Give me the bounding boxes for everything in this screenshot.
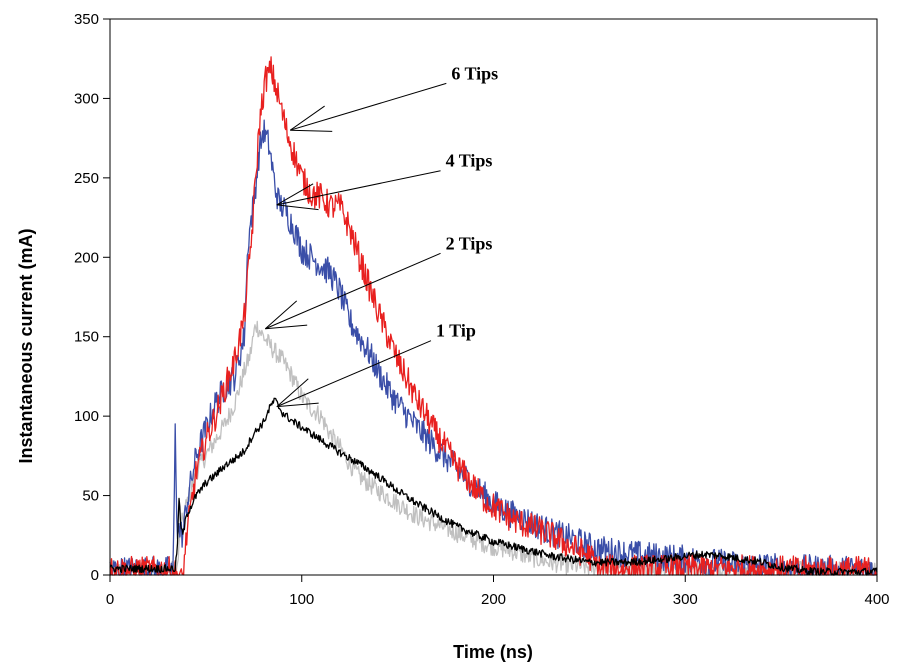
y-tick-label: 300 bbox=[74, 90, 99, 107]
plot-frame bbox=[109, 18, 878, 576]
y-tick-label: 100 bbox=[74, 408, 99, 425]
y-tick-label: 50 bbox=[82, 488, 99, 505]
y-tick-label: 150 bbox=[74, 329, 99, 346]
arrow-1-tip bbox=[276, 340, 432, 408]
y-tick-label: 350 bbox=[74, 11, 99, 28]
y-axis-title: Instantaneous current (mA) bbox=[16, 228, 36, 463]
x-tick-label: 200 bbox=[481, 591, 506, 608]
arrowhead-2-tips bbox=[264, 300, 298, 330]
arrowhead-6-tips bbox=[289, 105, 325, 131]
x-tick-label: 400 bbox=[864, 591, 889, 608]
arrow-6-tips bbox=[290, 82, 447, 131]
arrow-2-tips bbox=[265, 252, 441, 330]
series-line-6-tips bbox=[110, 56, 877, 576]
arrow-4-tips bbox=[276, 170, 441, 206]
axes: 0 50 100 150 200 250 300 350 0 100 200 300 400 bbox=[74, 11, 890, 608]
x-tick-label: 0 bbox=[106, 591, 114, 608]
y-tick-label: 200 bbox=[74, 249, 99, 266]
x-axis-title: Time (ns) bbox=[453, 642, 533, 662]
x-tick-label: 300 bbox=[673, 591, 698, 608]
annotation-label-1-tip: 1 Tip bbox=[436, 321, 476, 341]
annotations: 6 Tips 4 Tips 2 Tips 1 Tip bbox=[264, 63, 498, 408]
y-tick-label: 250 bbox=[74, 170, 99, 187]
annotation-label-2-tips: 2 Tips bbox=[446, 233, 493, 253]
annotation-label-6-tips: 6 Tips bbox=[451, 63, 498, 83]
x-tick-label: 100 bbox=[289, 591, 314, 608]
series-line-1-tip bbox=[109, 397, 878, 576]
y-tick-label: 0 bbox=[91, 567, 99, 584]
arrowhead-1-tip bbox=[276, 402, 319, 408]
plot-lines bbox=[109, 56, 878, 576]
arrowhead-2-tips bbox=[265, 324, 308, 330]
arrowhead-6-tips bbox=[290, 129, 333, 132]
series-line-2-tips bbox=[109, 320, 878, 576]
arrowhead-4-tips bbox=[276, 183, 314, 206]
arrowhead-1-tip bbox=[276, 378, 309, 407]
arrowhead-4-tips bbox=[276, 204, 319, 211]
annotation-label-4-tips: 4 Tips bbox=[446, 151, 493, 171]
